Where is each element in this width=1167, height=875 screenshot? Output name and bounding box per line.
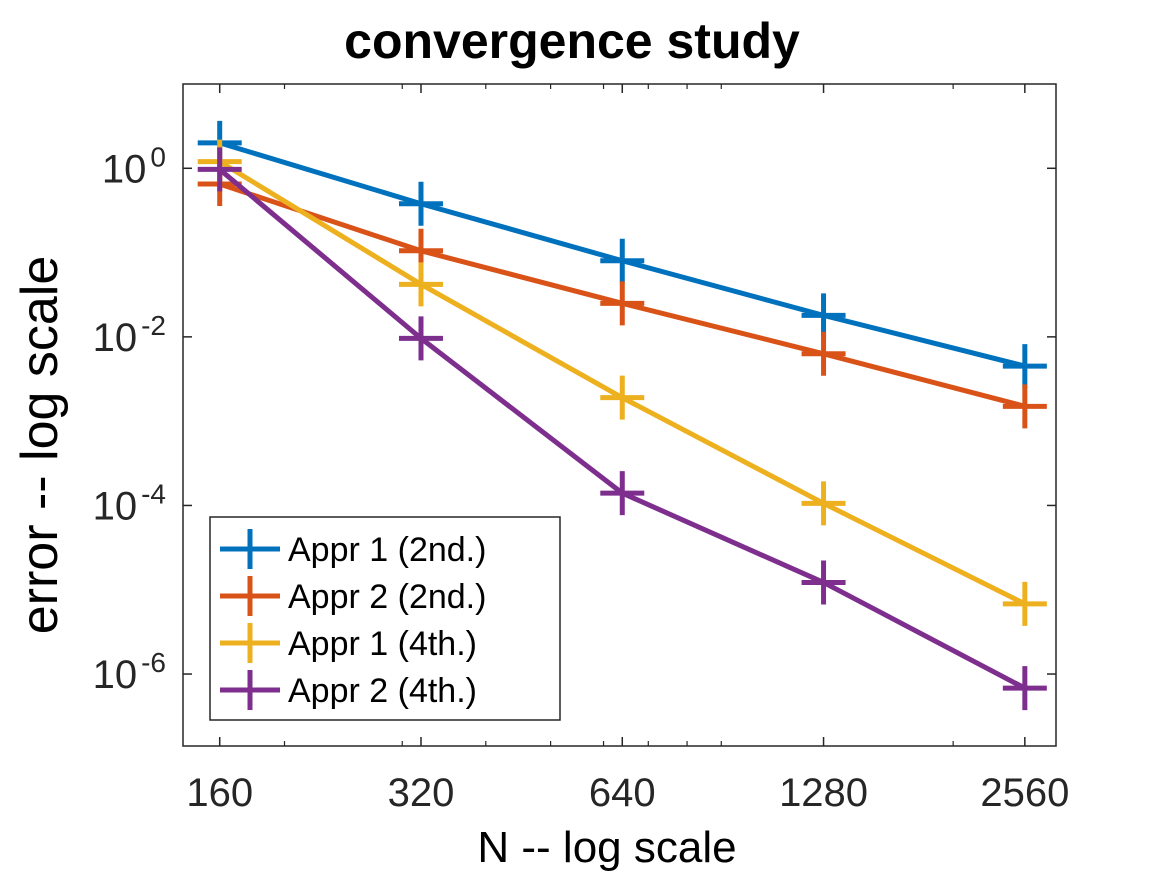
y-tick-label: 10 0 — [102, 141, 166, 191]
data-point-marker — [801, 331, 846, 376]
x-tick-label: 2560 — [980, 771, 1069, 815]
data-point-marker — [600, 375, 645, 420]
x-tick-label: 160 — [186, 771, 253, 815]
data-point-marker — [600, 281, 645, 326]
legend-label: Appr 2 (2nd.) — [288, 578, 486, 616]
data-point-marker — [398, 262, 443, 307]
data-point-marker — [1002, 384, 1047, 429]
legend-label: Appr 1 (2nd.) — [288, 531, 486, 569]
data-point-marker — [398, 181, 443, 226]
data-point-marker — [197, 147, 242, 192]
data-point-marker — [1002, 581, 1047, 626]
axis-ticks — [183, 84, 1056, 746]
data-point-marker — [600, 471, 645, 516]
y-tick-label: 10 -2 — [93, 310, 166, 360]
x-tick-label: 640 — [589, 771, 656, 815]
x-tick-label: 1280 — [779, 771, 868, 815]
data-point-marker — [1002, 344, 1047, 389]
data-point-marker — [398, 316, 443, 361]
y-tick-label: 10 -6 — [93, 647, 166, 697]
data-point-marker — [1002, 666, 1047, 711]
x-axis-label: N -- log scale — [477, 823, 736, 872]
legend-label: Appr 1 (4th.) — [288, 625, 477, 663]
legend-label: Appr 2 (4th.) — [288, 672, 477, 710]
data-point-marker — [801, 293, 846, 338]
data-point-marker — [801, 481, 846, 526]
legend-item: Appr 2 (4th.) — [220, 670, 477, 710]
x-tick-labels: 160 320 640 1280 2560 — [186, 771, 1069, 815]
series-4 — [197, 147, 1047, 711]
x-tick-label: 320 — [388, 771, 455, 815]
series-1 — [197, 120, 1047, 389]
legend-item: Appr 1 (2nd.) — [220, 529, 486, 569]
legend: Appr 1 (2nd.) Appr 2 (2nd.) Appr 1 (4th.) A… — [209, 516, 561, 721]
y-tick-label: 10 -4 — [93, 478, 166, 528]
chart-title: convergence study — [344, 13, 800, 69]
legend-item: Appr 1 (4th.) — [220, 623, 477, 663]
series-lines — [197, 120, 1047, 711]
y-axis-label: error -- log scale — [11, 256, 69, 635]
legend-item: Appr 2 (2nd.) — [220, 576, 486, 616]
data-point-marker — [600, 238, 645, 283]
data-point-marker — [801, 560, 846, 605]
